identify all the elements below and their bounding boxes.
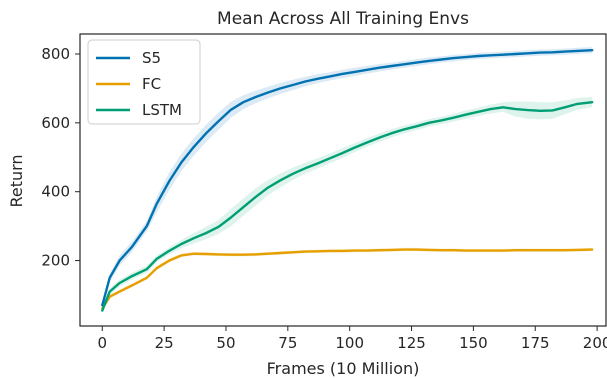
- y-tick-label: 200: [41, 252, 70, 270]
- x-axis-ticks: 0 25 50 75 100 125 150 175 200: [97, 326, 607, 352]
- confidence-bands: [102, 47, 593, 313]
- series-lines: [101, 49, 594, 312]
- x-axis-label: Frames (10 Million): [267, 359, 420, 378]
- lstm-series-line: [101, 100, 594, 312]
- chart-title: Mean Across All Training Envs: [217, 9, 469, 29]
- x-tick-label: 100: [335, 334, 364, 352]
- x-tick-label: 75: [278, 334, 297, 352]
- x-tick-label: 50: [216, 334, 235, 352]
- plot-frame: [79, 33, 607, 327]
- x-tick-label: 25: [155, 334, 174, 352]
- x-tick-label: 125: [397, 334, 426, 352]
- legend-label-lstm: LSTM: [142, 101, 182, 119]
- legend: S5 FC LSTM: [87, 39, 201, 125]
- x-tick-label: 200: [583, 334, 607, 352]
- x-tick-label: 0: [97, 334, 107, 352]
- fc-series-line: [101, 248, 594, 310]
- legend-label-fc: FC: [142, 75, 161, 93]
- legend-label-s5: S5: [142, 49, 161, 67]
- s5-series-line: [101, 49, 594, 307]
- x-tick-label: 175: [521, 334, 550, 352]
- lstm-confidence-band: [102, 97, 593, 313]
- y-tick-label: 400: [41, 183, 70, 201]
- y-tick-label: 800: [41, 45, 70, 63]
- s5-confidence-band: [102, 47, 593, 309]
- y-tick-label: 600: [41, 114, 70, 132]
- y-axis-label: Return: [7, 154, 26, 207]
- legend-box: [87, 39, 201, 125]
- x-tick-label: 150: [459, 334, 488, 352]
- y-axis-ticks: 200 400 600 800: [41, 45, 80, 270]
